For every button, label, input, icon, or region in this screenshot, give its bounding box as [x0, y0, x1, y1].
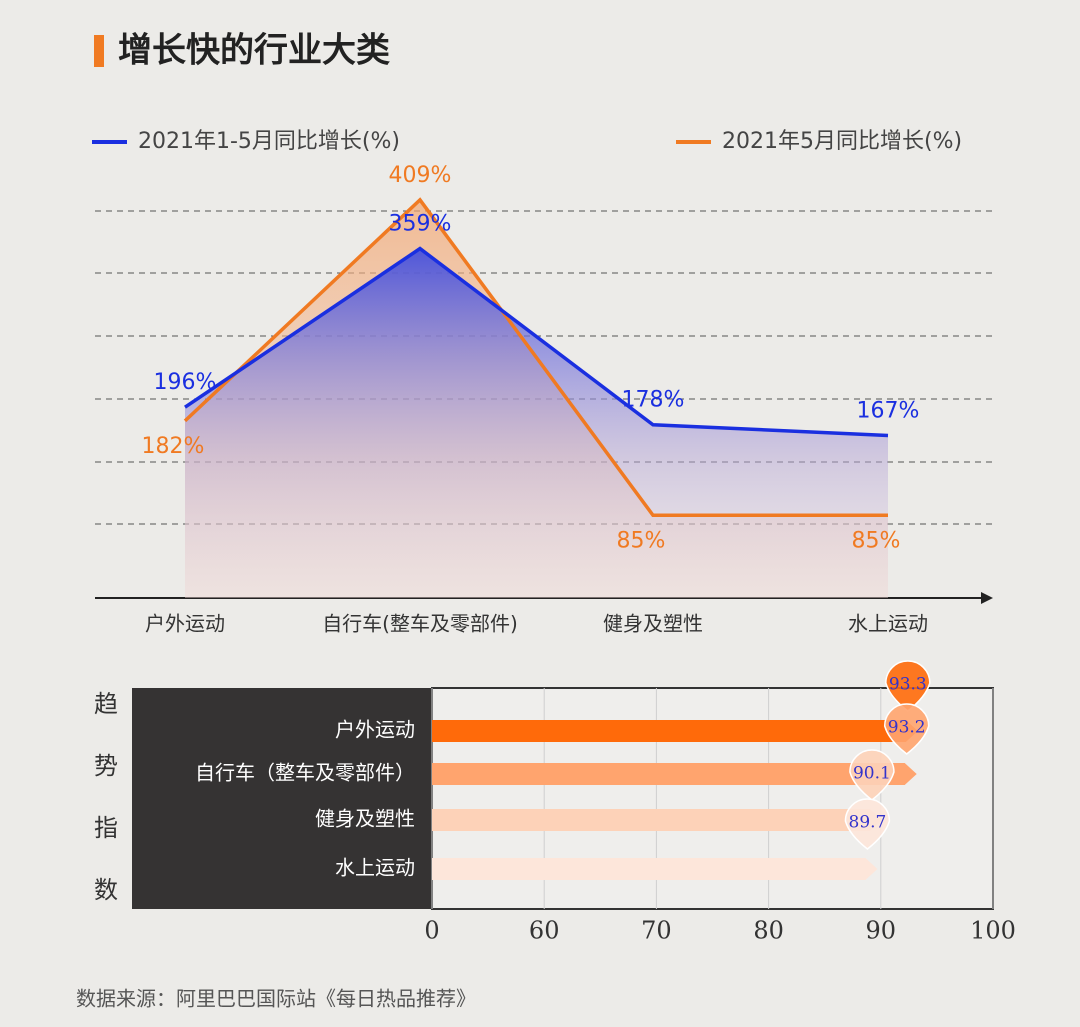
value-label: 85%: [617, 528, 666, 553]
x-tick-label: 100: [970, 917, 1016, 945]
x-tick-label: 水上运动: [848, 612, 928, 636]
value-label: 196%: [154, 370, 217, 395]
category-panel: [132, 688, 432, 909]
source: 数据来源：阿里巴巴国际站《每日热品推荐》: [76, 987, 476, 1011]
x-tick-label: 户外运动: [145, 612, 225, 636]
title-mark: [94, 35, 104, 67]
bar: [432, 763, 917, 785]
category-label: 健身及塑性: [315, 807, 415, 831]
line: [184, 246, 889, 438]
x-tick-label: 80: [753, 917, 784, 945]
value-bubble: [844, 798, 891, 850]
value-label: 93.3: [889, 675, 927, 695]
value-label: 93.2: [888, 718, 926, 738]
value-label: 359%: [389, 212, 452, 237]
bar: [432, 858, 878, 880]
x-tick-label: 90: [866, 917, 897, 945]
line: [183, 197, 888, 518]
value-label: 178%: [622, 388, 685, 413]
x-tick-label: 60: [529, 917, 560, 945]
x-tick-label: 0: [424, 917, 439, 945]
value-label: 89.7: [849, 813, 887, 833]
category-label: 户外运动: [335, 718, 415, 742]
x-tick-label: 健身及塑性: [603, 612, 703, 636]
category-label: 自行车（整车及零部件）: [195, 761, 415, 785]
x-tick-label: 自行车(整车及零部件): [322, 612, 518, 636]
value-bubble: [885, 660, 931, 712]
y-axis-label: 趋势指数: [94, 690, 118, 904]
axis-arrow: [981, 592, 993, 604]
value-bubble: [849, 749, 895, 801]
value-label: 90.1: [853, 764, 891, 784]
value-label: 182%: [142, 434, 205, 459]
bar: [432, 809, 882, 831]
value-bubble: [883, 703, 930, 755]
bar: [432, 720, 918, 742]
legend-label: 2021年1-5月同比增长(%): [138, 129, 400, 154]
value-label: 85%: [852, 528, 901, 553]
value-label: 409%: [389, 163, 452, 188]
value-label: 167%: [857, 398, 920, 423]
title: 增长快的行业大类: [118, 31, 390, 71]
category-label: 水上运动: [335, 856, 415, 880]
legend-label: 2021年5月同比增长(%): [722, 129, 962, 154]
x-tick-label: 70: [641, 917, 672, 945]
area: [185, 248, 888, 598]
